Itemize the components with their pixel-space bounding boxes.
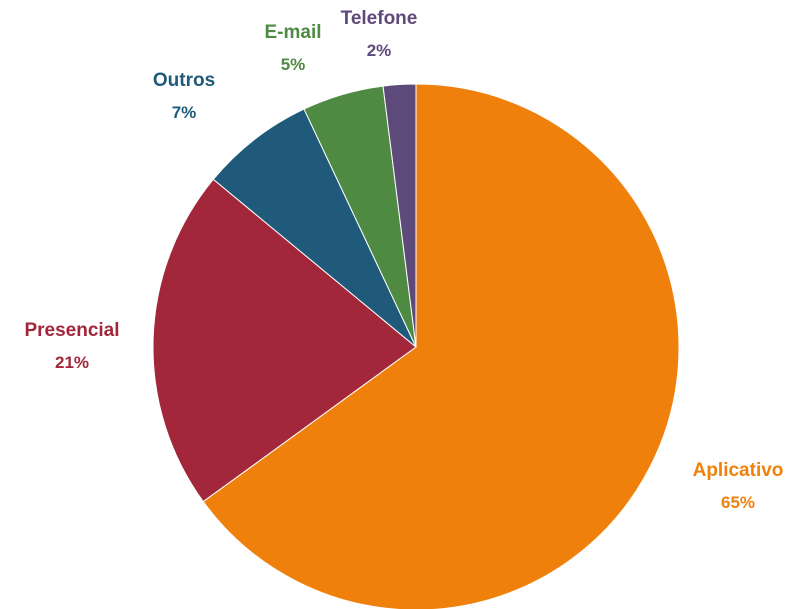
pie-slice-outros [212,108,417,348]
slice-label-presencial: Presencial [24,320,119,341]
pie-labels: Aplicativo 65% Presencial 21% Outros 7% E-mail… [24,8,783,512]
slice-label-aplicativo: Aplicativo [693,460,784,481]
pie-slices [152,83,680,609]
slice-value-aplicativo: 65% [721,493,755,512]
slice-label-telefone: Telefone [341,8,418,29]
slice-value-presencial: 21% [55,353,89,372]
slice-label-e-mail: E-mail [264,22,321,43]
slice-value-telefone: 2% [367,41,392,60]
slice-label-outros: Outros [153,70,215,91]
slice-value-outros: 7% [172,103,197,122]
pie-slice-telefone [382,83,417,348]
pie-slice-presencial [152,178,417,503]
pie-slice-aplicativo [202,83,680,609]
slice-value-e-mail: 5% [281,55,306,74]
